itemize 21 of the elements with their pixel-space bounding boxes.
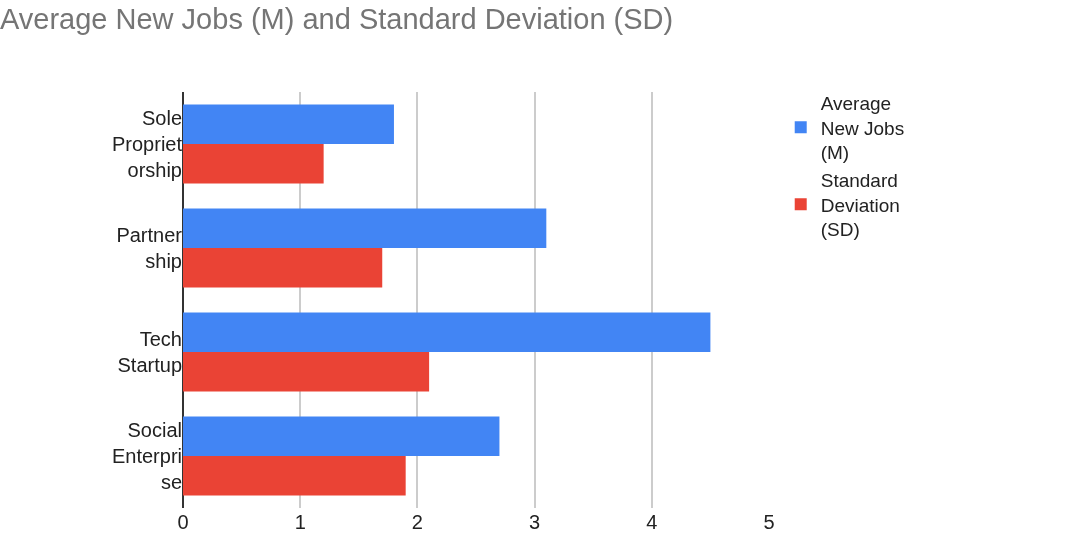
legend-label: Average New Jobs (M) <box>820 92 905 164</box>
bar <box>183 416 500 456</box>
bar <box>183 104 394 144</box>
y-tick-label: Social Enterprise <box>111 419 182 493</box>
chart-title: Average New Jobs (M) and Standard Deviation (SD) <box>0 2 674 35</box>
x-tick-label: 5 <box>763 511 775 533</box>
x-tick-label: 3 <box>529 511 541 533</box>
x-tick-label: 2 <box>411 511 423 533</box>
x-tick-label: 4 <box>646 511 658 533</box>
y-tick-label: Sole Proprietorship <box>111 107 183 181</box>
bar <box>183 312 711 352</box>
bar <box>183 208 547 248</box>
x-tick-label: 0 <box>177 511 189 533</box>
legend-label: Standard Deviation (SD) <box>820 170 900 241</box>
y-tick-label: Partnership <box>116 224 183 272</box>
bar <box>183 456 406 496</box>
bar <box>183 352 430 392</box>
bar <box>183 248 383 288</box>
bar <box>183 144 324 184</box>
x-tick-label: 1 <box>294 511 306 533</box>
y-tick-label: Tech Startup <box>117 328 182 376</box>
